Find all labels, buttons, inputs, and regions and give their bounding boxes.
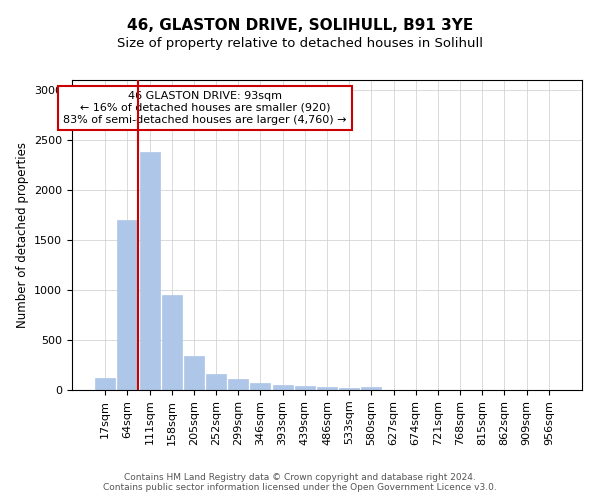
Bar [250, 383, 271, 390]
Text: Contains HM Land Registry data © Crown copyright and database right 2024.
Contai: Contains HM Land Registry data © Crown c… [103, 473, 497, 492]
Bar [118, 220, 137, 390]
Bar [361, 387, 382, 390]
Y-axis label: Number of detached properties: Number of detached properties [16, 142, 29, 328]
Bar [272, 384, 293, 390]
Text: Size of property relative to detached houses in Solihull: Size of property relative to detached ho… [117, 38, 483, 51]
Bar [339, 388, 359, 390]
Bar [184, 356, 204, 390]
Bar [317, 387, 337, 390]
Bar [162, 295, 182, 390]
Bar [206, 374, 226, 390]
Bar [228, 378, 248, 390]
Text: 46, GLASTON DRIVE, SOLIHULL, B91 3YE: 46, GLASTON DRIVE, SOLIHULL, B91 3YE [127, 18, 473, 32]
Text: 46 GLASTON DRIVE: 93sqm
← 16% of detached houses are smaller (920)
83% of semi-d: 46 GLASTON DRIVE: 93sqm ← 16% of detache… [63, 92, 347, 124]
Bar [95, 378, 115, 390]
Bar [140, 152, 160, 390]
Bar [295, 386, 315, 390]
